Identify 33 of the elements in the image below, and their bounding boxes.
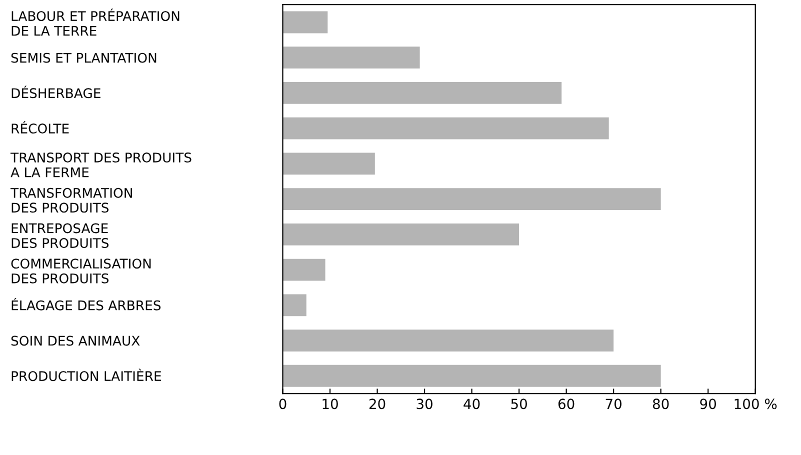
x-tick-label: 70 xyxy=(606,398,622,410)
y-tick-label: LABOUR ET PRÉPARATION DE LA TERRE xyxy=(12,8,180,36)
y-tick-label: PRODUCTION LAITIÈRE xyxy=(12,368,161,382)
bar xyxy=(282,82,562,104)
bar xyxy=(282,11,328,34)
x-tick-label: 100 % xyxy=(734,398,777,410)
x-tick-label: 30 xyxy=(416,398,432,410)
x-tick-label: 20 xyxy=(369,398,386,410)
x-tick-label: 60 xyxy=(558,398,574,410)
x-tick-label: 10 xyxy=(322,398,338,410)
y-tick-label: RÉCOLTE xyxy=(12,121,69,134)
bar xyxy=(282,258,326,281)
bar xyxy=(282,152,375,175)
x-tick-label: 90 xyxy=(700,398,716,410)
bar xyxy=(282,117,609,140)
y-tick-label: ENTREPOSAGE DES PRODUITS xyxy=(12,223,109,248)
y-tick-label: TRANSPORT DES PRODUITS A LA FERME xyxy=(10,152,192,178)
bar xyxy=(282,223,520,246)
bar xyxy=(282,46,420,69)
x-tick-label: 50 xyxy=(511,398,527,410)
y-tick-label: DÉSHERBAGE xyxy=(12,86,100,98)
x-tick-label: 40 xyxy=(464,398,480,410)
bar xyxy=(282,294,306,316)
y-tick-label: SEMIS ET PLANTATION xyxy=(11,52,156,63)
bar xyxy=(282,330,614,352)
bar xyxy=(282,188,661,210)
x-tick-label: 80 xyxy=(652,398,669,410)
bar xyxy=(282,364,661,387)
x-tick-label: 0 xyxy=(279,398,286,410)
y-tick-label: SOIN DES ANIMAUX xyxy=(11,336,140,346)
y-tick-label: ÉLAGAGE DES ARBRES xyxy=(12,298,161,310)
y-tick-label: COMMERCIALISATION DES PRODUITS xyxy=(11,258,151,284)
y-tick-label: TRANSFORMATION DES PRODUITS xyxy=(10,188,132,213)
